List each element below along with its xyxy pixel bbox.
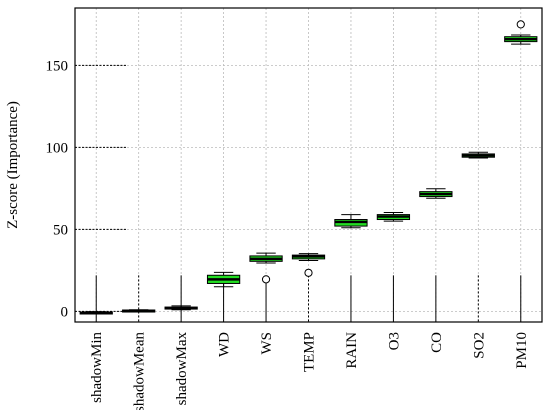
y-axis-title: Z-score (Importance) <box>5 101 21 229</box>
box-CO <box>419 188 453 199</box>
x-tick-label: RAIN <box>344 332 360 369</box>
x-tick-label: O3 <box>386 332 402 350</box>
box-shadowMin <box>79 311 113 315</box>
x-tick-label: SO2 <box>471 332 487 359</box>
y-tick-label: 50 <box>53 222 68 238</box>
x-axis-ticks: shadowMin shadowMean shadowMax WD WS TEMP RAIN… <box>89 332 530 410</box>
box-shadowMean <box>122 309 156 313</box>
box-RAIN <box>334 214 368 229</box>
outlier-point <box>261 275 271 284</box>
y-axis-ticks: 0 50 100 150 <box>46 58 127 320</box>
x-tick-label: WS <box>259 332 275 355</box>
y-tick-label: 150 <box>46 58 69 74</box>
outlier-point <box>516 20 525 29</box>
x-tick-label: WD <box>217 332 233 357</box>
box-SO2 <box>461 151 495 159</box>
x-tick-label: shadowMean <box>132 332 148 410</box>
box-WD <box>206 271 241 288</box>
x-tick-label: PM10 <box>514 332 530 369</box>
box-layer <box>79 20 538 315</box>
x-tick-label: TEMP <box>302 332 318 372</box>
outlier-point <box>304 268 313 277</box>
x-tick-label: CO <box>429 332 445 353</box>
box-shadowMax <box>164 305 198 311</box>
y-tick-label: 0 <box>61 304 69 320</box>
y-tick-label: 100 <box>46 140 69 156</box>
box-PM10 <box>504 20 538 45</box>
x-tick-label: shadowMin <box>89 332 105 403</box>
box-TEMP <box>291 253 326 277</box>
x-tick-label: shadowMax <box>174 332 190 406</box>
shadow-stems <box>95 275 522 322</box>
box-WS <box>249 252 283 284</box>
box-O3 <box>376 211 411 222</box>
plot-frame <box>74 7 543 323</box>
